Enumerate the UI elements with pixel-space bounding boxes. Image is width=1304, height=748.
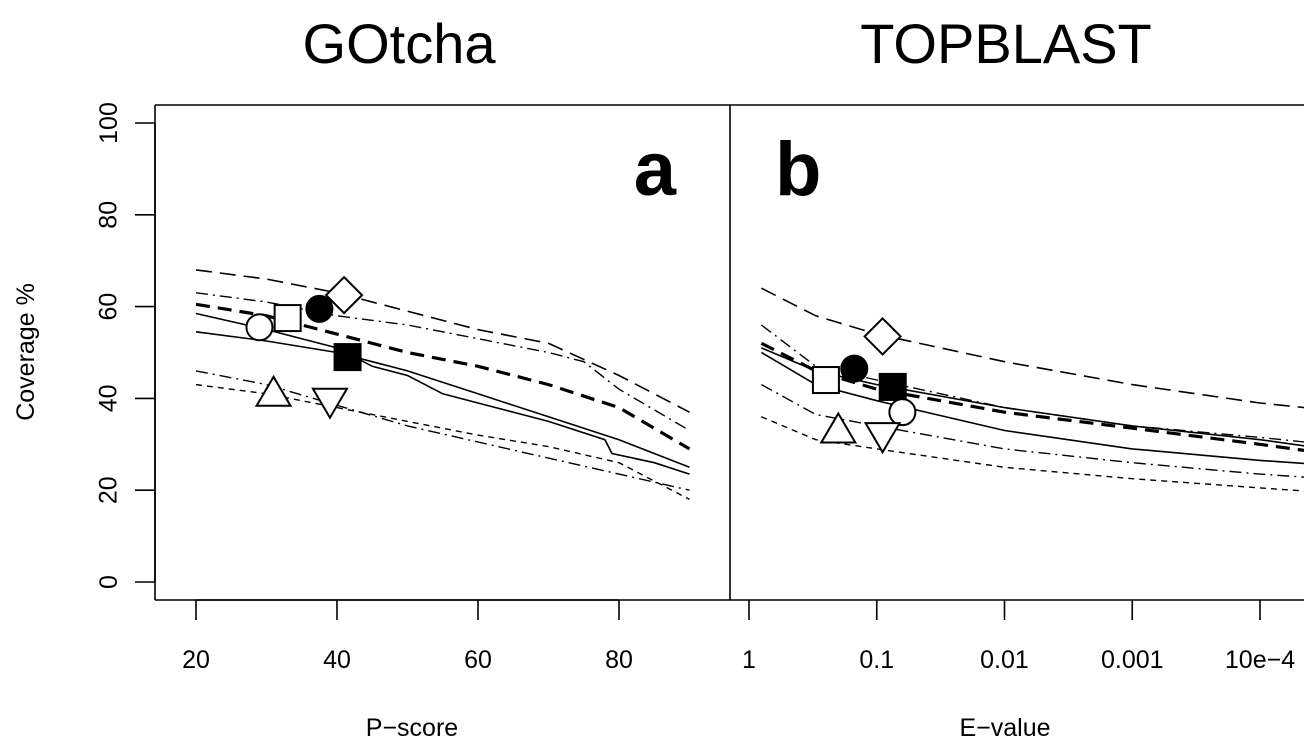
y-axis-label: Coverage % (12, 283, 40, 421)
series-line-long-dash (761, 287, 1304, 409)
series-line-dash-dot-lower (761, 383, 1304, 478)
x-tick-label: 0.001 (1101, 646, 1164, 674)
series-line-thick-dash (760, 341, 1304, 452)
x-tick-label: 60 (464, 646, 492, 674)
panel-b-series (760, 287, 1304, 492)
x-tick-label: 40 (323, 646, 351, 674)
y-tick-label: 40 (95, 384, 123, 412)
panel-a-x-axis-label: P−score (366, 714, 458, 742)
panel-b-letter: b (775, 127, 821, 212)
y-axis: 0 20 40 60 80 100 (95, 102, 156, 589)
marker-open-square (273, 304, 302, 333)
panel-b-x-axis: 1 0.1 0.01 0.001 10e−4 (742, 600, 1295, 674)
x-tick-label: 0.1 (859, 646, 894, 674)
y-tick-label: 80 (95, 201, 123, 229)
x-tick-label: 80 (605, 646, 633, 674)
marker-open-triangle-down (311, 387, 349, 420)
panel-a-series (195, 269, 691, 501)
marker-open-diamond (863, 317, 903, 356)
y-tick-label: 100 (95, 102, 123, 144)
panel-a-markers (245, 275, 364, 420)
marker-open-circle (245, 313, 274, 342)
series-line-long-dash (195, 269, 690, 413)
y-tick-label: 0 (95, 575, 123, 589)
y-tick-label: 20 (95, 476, 123, 504)
marker-open-triangle-up (819, 411, 858, 444)
series-line-dash-dot (195, 292, 690, 432)
y-tick-label: 60 (95, 293, 123, 321)
series-line-thick-dash (195, 302, 691, 451)
marker-open-triangle-down (863, 422, 902, 455)
marker-open-circle (888, 398, 917, 427)
marker-filled-square (878, 372, 907, 401)
series-line-solid-lower (195, 331, 690, 469)
series-line-solid-upper (195, 312, 690, 475)
x-tick-label: 10e−4 (1225, 646, 1295, 674)
marker-open-square (811, 366, 840, 395)
panel-b-x-axis-label: E−value (959, 714, 1050, 742)
panel-b-markers (811, 317, 917, 455)
x-tick-label: 20 (182, 646, 210, 674)
marker-filled-circle (840, 354, 869, 383)
series-line-short-dash (195, 383, 690, 501)
panel-a-x-axis: 20 40 60 80 (182, 599, 633, 674)
panel-b-title: TOPBLAST (860, 12, 1152, 75)
marker-filled-circle (305, 294, 334, 323)
marker-open-triangle-up (254, 374, 293, 407)
marker-open-diamond (324, 275, 364, 315)
panel-a-letter: a (634, 127, 677, 212)
marker-filled-square (333, 343, 362, 372)
series-line-short-dash (761, 416, 1304, 492)
panel-a-title: GOtcha (303, 12, 497, 75)
x-tick-label: 1 (742, 646, 756, 674)
x-tick-label: 0.01 (980, 646, 1029, 674)
